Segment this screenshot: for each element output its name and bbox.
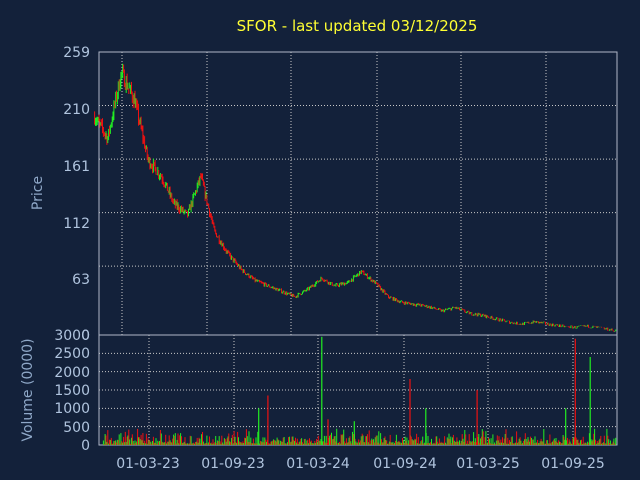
volume-tick-label: 500	[63, 420, 90, 436]
chart-title: SFOR - last updated 03/12/2025	[237, 17, 478, 35]
price-tick-label: 0	[81, 328, 90, 344]
volume-grid	[99, 335, 617, 445]
price-axis-label: Price	[30, 176, 46, 210]
date-tick-label: 01-09-23	[201, 456, 265, 472]
date-tick-label: 01-03-23	[116, 456, 180, 472]
date-tick-label: 01-09-25	[541, 456, 605, 472]
date-tick-label: 01-09-24	[373, 456, 437, 472]
price-tick-label: 161	[63, 159, 90, 175]
volume-tick-label: 1500	[54, 383, 90, 399]
volume-tick-label: 2500	[54, 346, 90, 362]
price-tick-label: 210	[63, 102, 90, 118]
price-axis: 259 210 161 112 63 0	[63, 45, 90, 344]
volume-tick-label: 3000	[54, 328, 90, 344]
price-tick-label: 112	[63, 216, 90, 232]
volume-axis-label: Volume (0000)	[20, 338, 36, 441]
date-axis: 01-03-23 01-09-23 01-03-24 01-09-24 01-0…	[116, 456, 605, 472]
volume-axis: 3000 2500 2000 1500 1000 500 0	[54, 328, 90, 454]
date-tick-label: 01-03-24	[286, 456, 350, 472]
price-series	[94, 63, 617, 332]
price-tick-label: 259	[63, 45, 90, 61]
price-tick-label: 63	[72, 272, 90, 288]
volume-tick-label: 0	[81, 438, 90, 454]
volume-series	[102, 336, 617, 445]
volume-tick-label: 1000	[54, 401, 90, 417]
volume-tick-label: 2000	[54, 365, 90, 381]
date-tick-label: 01-03-25	[456, 456, 520, 472]
